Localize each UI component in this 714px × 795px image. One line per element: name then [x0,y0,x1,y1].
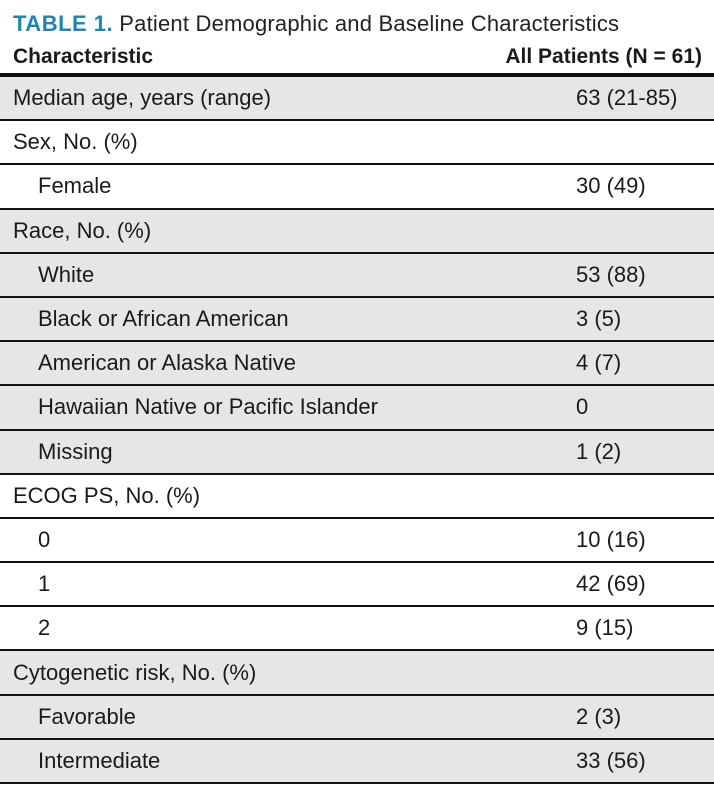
table-header: Characteristic All Patients (N = 61) [0,40,714,77]
table-row: Median age, years (range) 63 (21-85) [0,77,714,122]
table-row: American or Alaska Native 4 (7) [0,342,714,387]
row-label: Cytogenetic risk, No. (%) [13,659,257,685]
table-row: Sex, No. (%) [0,121,714,166]
table-label: TABLE 1. [13,11,114,36]
row-value: 53 (88) [576,261,646,287]
table-row: Hawaiian Native or Pacific Islander 0 [0,386,714,431]
table-row: Intermediate 33 (56) [0,739,714,784]
row-label: Female [38,173,112,199]
table-row: Female 30 (49) [0,165,714,210]
table-caption: TABLE 1. Patient Demographic and Baselin… [0,0,714,40]
row-value: 33 (56) [576,747,646,773]
row-label: American or Alaska Native [38,350,296,376]
table-row: 0 10 (16) [0,519,714,564]
row-value: 30 (49) [576,173,646,199]
row-label: Favorable [38,703,136,729]
table-row: Race, No. (%) [0,209,714,254]
row-value: 0 [576,394,589,420]
table-row: Black or African American 3 (5) [0,297,714,343]
row-label: Black or African American [38,306,289,332]
row-value: 42 (69) [576,571,646,597]
table-row: Favorable 2 (3) [0,695,714,740]
row-label: 0 [38,526,51,552]
row-label: 1 [38,571,51,597]
row-value: 63 (21-85) [576,85,678,111]
table-row: Missing 1 (2) [0,430,714,475]
row-label: Median age, years (range) [13,85,272,111]
row-label: Race, No. (%) [13,217,152,243]
table-row: White 53 (88) [0,253,714,298]
row-label: White [38,261,95,287]
header-characteristic: Characteristic [13,44,154,68]
row-label: 2 [38,615,51,641]
row-label: ECOG PS, No. (%) [13,482,201,508]
table-row: Cytogenetic risk, No. (%) [0,651,714,696]
header-all-patients: All Patients (N = 61) [505,44,702,68]
row-value: 4 (7) [576,350,622,376]
row-value: 2 (3) [576,703,622,729]
table-body: Median age, years (range) 63 (21-85) Sex, … [0,77,714,784]
row-label: Intermediate [38,747,161,773]
row-value: 9 (15) [576,615,634,641]
table-row: 2 9 (15) [0,607,714,652]
row-label: Sex, No. (%) [13,129,138,155]
row-value: 3 (5) [576,306,622,332]
table-title: Patient Demographic and Baseline Charact… [119,11,620,36]
row-label: Hawaiian Native or Pacific Islander [38,394,378,420]
row-label: Missing [38,438,113,464]
row-value: 10 (16) [576,526,646,552]
table-row: ECOG PS, No. (%) [0,475,714,519]
row-value: 1 (2) [576,438,622,464]
table-row: 1 42 (69) [0,563,714,608]
